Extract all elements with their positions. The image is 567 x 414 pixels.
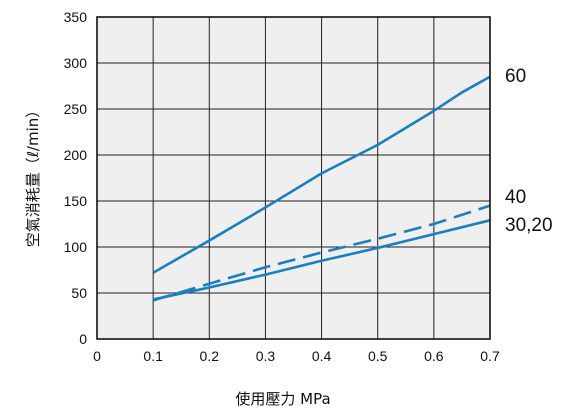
y-tick-label: 350 xyxy=(64,9,88,25)
x-tick-label: 0.2 xyxy=(200,348,220,364)
x-tick-label: 0.1 xyxy=(143,348,163,364)
series-line-1 xyxy=(152,75,491,274)
plot-frame xyxy=(96,16,491,340)
x-tick-label: 0.6 xyxy=(424,348,444,364)
y-tick-label: 300 xyxy=(64,55,88,71)
series-label-1: 60 xyxy=(505,66,526,87)
y-tick-label: 100 xyxy=(64,239,88,255)
series-labels: 60 40 30,20 xyxy=(505,66,553,236)
x-tick-label: 0.7 xyxy=(480,348,500,364)
x-tick-label: 0.5 xyxy=(368,348,388,364)
y-tick-label: 0 xyxy=(79,331,87,347)
plot-background xyxy=(97,17,490,339)
x-tick-label: 0 xyxy=(93,348,101,364)
series-label-2: 40 xyxy=(505,187,526,208)
y-tick-label: 50 xyxy=(71,285,87,301)
x-tick-label: 0.3 xyxy=(256,348,276,364)
x-tick-label: 0.4 xyxy=(312,348,332,364)
y-tick-label: 250 xyxy=(64,101,88,117)
y-tick-label: 150 xyxy=(64,193,88,209)
y-tick-labels: 0 50 100 150 200 250 300 350 xyxy=(64,9,88,347)
x-tick-labels: 0 0.1 0.2 0.3 0.4 0.5 0.6 0.7 xyxy=(93,348,500,364)
series-lines xyxy=(152,75,491,302)
series-label-3: 30,20 xyxy=(505,215,553,236)
gridlines xyxy=(97,17,490,339)
series-line-2 xyxy=(152,204,491,302)
x-axis-title: 使用壓力 MPa xyxy=(235,390,330,408)
series-line-3 xyxy=(152,219,491,301)
y-tick-label: 200 xyxy=(64,147,88,163)
y-axis-title: 空氣消耗量（ℓ/min） xyxy=(24,103,42,248)
